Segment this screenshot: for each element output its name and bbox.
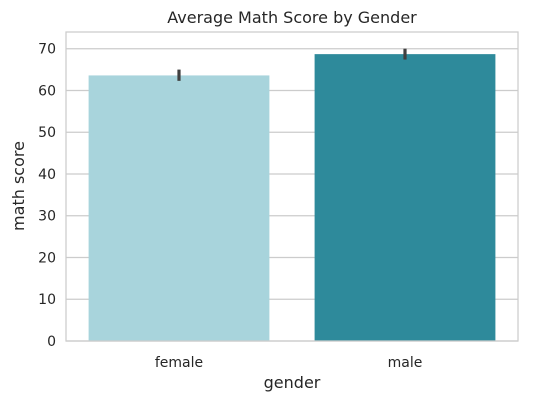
y-tick-label-10: 10 <box>38 292 56 308</box>
y-tick-label-30: 30 <box>38 209 56 225</box>
y-tick-label-0: 0 <box>47 334 56 350</box>
x-tick-label-female: female <box>155 355 203 371</box>
y-tick-labels: 0 10 20 30 40 50 60 70 <box>38 42 56 350</box>
bars <box>88 54 496 342</box>
y-tick-label-40: 40 <box>38 167 56 183</box>
bar-male <box>314 54 496 342</box>
bar-female <box>88 75 270 341</box>
x-tick-labels: female male <box>155 355 423 371</box>
y-tick-label-50: 50 <box>38 125 56 141</box>
error-bars <box>177 48 407 81</box>
y-tick-label-70: 70 <box>38 42 56 58</box>
chart-title: Average Math Score by Gender <box>167 8 417 27</box>
plot-frame <box>65 31 519 342</box>
y-tick-label-20: 20 <box>38 250 56 266</box>
y-tick-label-60: 60 <box>38 83 56 99</box>
x-axis-label: gender <box>264 373 321 392</box>
y-axis-label: math score <box>9 141 28 231</box>
x-tick-label-male: male <box>388 355 423 371</box>
